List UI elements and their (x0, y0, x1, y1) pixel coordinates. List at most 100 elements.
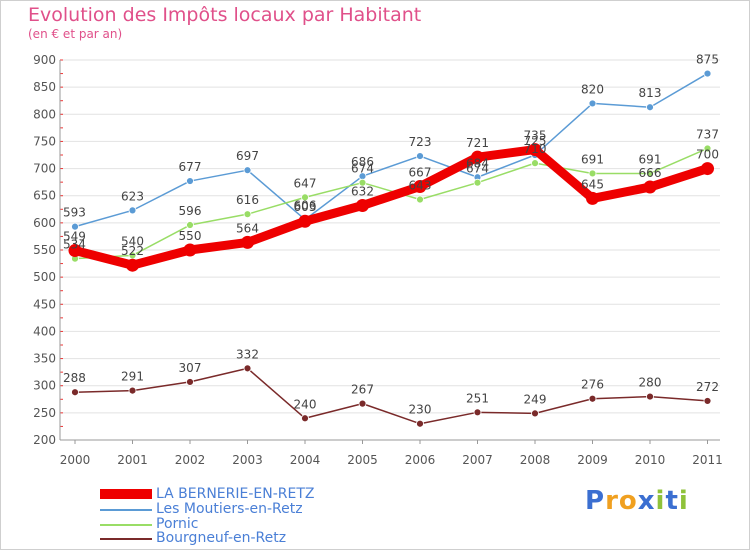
legend-swatch-les-moutiers (100, 509, 152, 511)
x-tick-label-2008: 2008 (520, 453, 551, 467)
data-label-les-moutiers-en-retz-2000: 593 (63, 206, 86, 220)
data-point-la-bernerie-en-retz-2003 (241, 235, 254, 249)
series-line-pornic (74, 147, 709, 260)
data-label-la-bernerie-en-retz-2008: 735 (524, 129, 547, 143)
data-point-bourgneuf-en-retz-2001 (128, 386, 137, 395)
data-point-bourgneuf-en-retz-2005 (358, 399, 367, 408)
data-point-la-bernerie-en-retz-2004 (298, 214, 312, 228)
data-point-pornic-2009 (588, 169, 597, 178)
x-tick-label-2003: 2003 (232, 453, 263, 467)
data-point-les-moutiers-en-retz-2003 (243, 166, 252, 175)
data-label-pornic-2005: 674 (351, 162, 374, 176)
data-label-la-bernerie-en-retz-2007: 721 (466, 136, 489, 150)
logo-letter-1: P (585, 486, 606, 516)
data-label-bourgneuf-en-retz-2010: 280 (639, 376, 662, 390)
data-point-la-bernerie-en-retz-2006 (413, 179, 427, 193)
data-point-la-bernerie-en-retz-2000 (68, 244, 82, 258)
data-label-pornic-2006: 643 (409, 179, 432, 193)
data-point-la-bernerie-en-retz-2010 (643, 180, 657, 194)
data-point-bourgneuf-en-retz-2003 (243, 364, 252, 373)
y-tick-label-450: 450 (33, 297, 56, 311)
data-point-bourgneuf-en-retz-2007 (473, 408, 482, 417)
data-label-les-moutiers-en-retz-2003: 697 (236, 149, 259, 163)
data-label-bourgneuf-en-retz-2011: 272 (696, 380, 719, 394)
data-point-la-bernerie-en-retz-2005 (356, 198, 369, 212)
data-point-les-moutiers-en-retz-2001 (128, 206, 137, 215)
data-point-la-bernerie-en-retz-2011 (701, 162, 714, 176)
data-point-la-bernerie-en-retz-2008 (528, 143, 542, 157)
data-label-bourgneuf-en-retz-2001: 291 (121, 370, 144, 384)
data-point-pornic-2011 (703, 144, 712, 153)
data-label-pornic-2010: 691 (639, 152, 662, 166)
data-label-bourgneuf-en-retz-2006: 230 (409, 403, 432, 417)
data-point-la-bernerie-en-retz-2009 (586, 191, 599, 205)
data-point-pornic-2007 (473, 178, 482, 187)
data-label-pornic-2000: 534 (63, 238, 86, 252)
legend-label-les-moutiers: Les Moutiers-en-Retz (156, 501, 303, 517)
data-label-les-moutiers-en-retz-2010: 813 (639, 86, 662, 100)
data-label-bourgneuf-en-retz-2005: 267 (351, 383, 374, 397)
data-label-bourgneuf-en-retz-2008: 249 (524, 392, 547, 406)
data-point-les-moutiers-en-retz-2000 (71, 222, 79, 231)
series-line-la-bernerie-en-retz (70, 145, 712, 270)
data-point-bourgneuf-en-retz-2008 (531, 409, 539, 418)
series-line-les-moutiers-en-retz (74, 72, 709, 228)
y-tick-label-200: 200 (33, 433, 56, 447)
y-tick-label-400: 400 (33, 324, 56, 338)
proxiti-logo: Proxiti (585, 486, 689, 516)
y-tick-label-750: 750 (33, 134, 56, 148)
x-tick-label-2006: 2006 (405, 453, 436, 467)
legend-label-pornic: Pornic (156, 516, 199, 532)
x-tick-label-2010: 2010 (635, 453, 666, 467)
data-label-la-bernerie-en-retz-2004: 603 (294, 200, 317, 214)
data-label-les-moutiers-en-retz-2008: 725 (524, 134, 547, 148)
data-point-pornic-2003 (243, 210, 252, 219)
data-label-les-moutiers-en-retz-2011: 875 (696, 53, 719, 67)
logo-letter-7: i (678, 486, 689, 516)
data-point-bourgneuf-en-retz-2002 (186, 378, 194, 386)
legend-swatch-bourgneuf (100, 538, 152, 540)
series-line-bourgneuf-en-retz (74, 367, 709, 425)
legend-label-bourgneuf: Bourgneuf-en-Retz (156, 530, 287, 546)
x-tick-label-2005: 2005 (347, 453, 378, 467)
data-point-pornic-2005 (358, 178, 367, 187)
data-point-pornic-2008 (531, 159, 539, 168)
data-label-la-bernerie-en-retz-2009: 645 (581, 177, 604, 191)
x-tick-label-2007: 2007 (462, 453, 493, 467)
chart-title: Evolution des Impôts locaux par Habitant (28, 4, 422, 26)
data-label-la-bernerie-en-retz-2006: 667 (409, 165, 432, 179)
legend-swatch-pornic (100, 524, 152, 526)
data-point-pornic-2010 (646, 169, 654, 178)
x-tick-label-2002: 2002 (175, 453, 206, 467)
data-label-la-bernerie-en-retz-2011: 700 (696, 148, 719, 162)
logo-letter-5: i (655, 486, 666, 516)
y-tick-label-500: 500 (33, 270, 56, 284)
y-tick-label-300: 300 (33, 379, 56, 393)
data-label-les-moutiers-en-retz-2009: 820 (581, 82, 604, 96)
y-tick-label-350: 350 (33, 352, 56, 366)
logo-letter-3: o (618, 486, 638, 516)
data-label-la-bernerie-en-retz-2010: 666 (639, 166, 662, 180)
data-label-les-moutiers-en-retz-2001: 623 (121, 189, 144, 203)
y-tick-label-600: 600 (33, 216, 56, 230)
legend-swatch-la-bernerie (100, 489, 152, 499)
data-point-les-moutiers-en-retz-2011 (703, 69, 712, 78)
data-label-bourgneuf-en-retz-2007: 251 (466, 391, 489, 405)
x-tick-label-2000: 2000 (60, 453, 91, 467)
y-tick-label-700: 700 (33, 162, 56, 176)
data-label-la-bernerie-en-retz-2005: 632 (351, 184, 374, 198)
y-tick-label-850: 850 (33, 80, 56, 94)
x-tick-label-2001: 2001 (117, 453, 148, 467)
data-point-bourgneuf-en-retz-2009 (588, 394, 597, 403)
data-label-bourgneuf-en-retz-2009: 276 (581, 378, 604, 392)
data-point-bourgneuf-en-retz-2004 (301, 414, 309, 423)
data-label-pornic-2004: 647 (294, 176, 317, 190)
data-label-la-bernerie-en-retz-2002: 550 (179, 229, 202, 243)
logo-letter-2: r (605, 486, 619, 516)
data-label-bourgneuf-en-retz-2002: 307 (179, 361, 202, 375)
data-point-pornic-2004 (301, 193, 309, 202)
data-label-bourgneuf-en-retz-2003: 332 (236, 347, 259, 361)
data-label-pornic-2007: 674 (466, 162, 489, 176)
y-tick-label-900: 900 (33, 53, 56, 67)
